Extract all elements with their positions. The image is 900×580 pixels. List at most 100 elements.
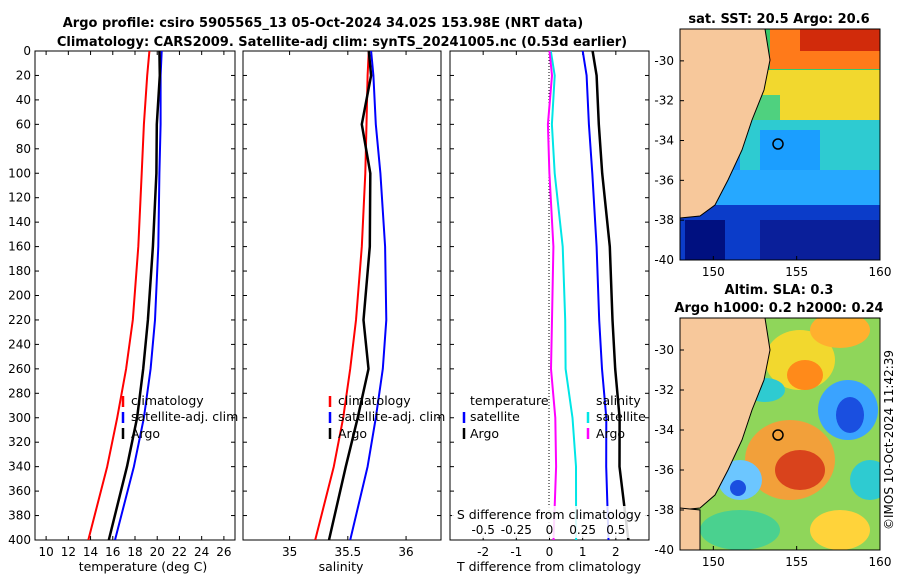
- ytick-label: 360: [8, 484, 31, 498]
- sdiff-tick-label: 0.5: [606, 523, 625, 537]
- ytick-label: 160: [8, 240, 31, 254]
- series-line-satellite-adj-clim: [349, 51, 388, 540]
- temperature-legend: climatology satellite-adj. clim Argo: [121, 393, 238, 441]
- series-line-t-argo: [591, 51, 630, 540]
- xtick-label: -2: [477, 545, 489, 559]
- series-line-argo: [107, 51, 162, 540]
- series-line-t-satellite: [581, 51, 610, 540]
- xtick-label: 18: [127, 545, 142, 559]
- sdiff-tick-label: 0.25: [569, 523, 596, 537]
- map-ytick-label: -34: [654, 423, 674, 437]
- sdiff-tick-label: 0: [546, 523, 554, 537]
- legend-argo: Argo: [131, 426, 160, 441]
- map-xtick-label: 160: [869, 555, 892, 569]
- legend-t-satellite: satellite: [470, 409, 520, 424]
- sdiff-tick-label: -0.5: [471, 523, 494, 537]
- xtick-label: 22: [172, 545, 187, 559]
- ytick-label: 280: [8, 386, 31, 400]
- map-ytick-label: -40: [654, 253, 674, 267]
- map-ytick-label: -36: [654, 173, 674, 187]
- map-ytick-label: -38: [654, 213, 674, 227]
- map-xtick-label: 150: [702, 555, 725, 569]
- xtick-label: 24: [194, 545, 209, 559]
- ytick-label: 220: [8, 313, 31, 327]
- map-ytick-label: -38: [654, 503, 674, 517]
- legend-s-argo: Argo: [596, 426, 625, 441]
- xtick-label: 20: [150, 545, 165, 559]
- ytick-label: 140: [8, 215, 31, 229]
- legend-salinity-title: salinity: [596, 393, 641, 408]
- sst-argo-marker: [772, 138, 784, 150]
- xtick-label: 0: [546, 545, 554, 559]
- temperature-panel: 0 20 40 60 80 100 120 140 160 180 200 220 240 260 280 3…: [8, 44, 238, 574]
- ytick-label: 380: [8, 509, 31, 523]
- ytick-label: 320: [8, 435, 31, 449]
- sla-map-title-2: Argo h1000: 0.2 h2000: 0.24: [674, 301, 883, 316]
- ytick-label: 300: [8, 411, 31, 425]
- xtick-label: 16: [105, 545, 120, 559]
- series-line-s-argo: [546, 51, 558, 540]
- ytick-label: 400: [8, 533, 31, 547]
- series-line-climatology: [87, 51, 151, 540]
- ytick-label: 340: [8, 460, 31, 474]
- map-xtick-label: 160: [869, 265, 892, 279]
- timestamp: ©IMOS 10-Oct-2024 11:42:39: [882, 350, 896, 530]
- ytick-label: 240: [8, 337, 31, 351]
- map-ytick-label: -30: [654, 54, 674, 68]
- ytick-label: 0: [23, 44, 31, 58]
- sst-map-title: sat. SST: 20.5 Argo: 20.6: [688, 12, 869, 27]
- legend-s-satellite: satellite: [596, 409, 646, 424]
- map-ytick-label: -40: [654, 543, 674, 557]
- ytick-label: 20: [16, 68, 31, 82]
- map-xtick-label: 155: [785, 555, 808, 569]
- series-line-satellite-adj-clim: [114, 51, 163, 540]
- ytick-label: 40: [16, 93, 31, 107]
- sst-map: 150 155 160 -30 -32 -34 -36 -38 -40: [654, 28, 892, 279]
- ytick-label: 60: [16, 117, 31, 131]
- sdiff-tick-label: -0.25: [501, 523, 532, 537]
- map-ytick-label: -32: [654, 383, 674, 397]
- series-line-argo: [327, 51, 373, 540]
- map-ytick-label: -30: [654, 343, 674, 357]
- legend-satellite: satellite-adj. clim: [131, 409, 238, 424]
- title-line-2: Climatology: CARS2009. Satellite-adj cli…: [57, 35, 627, 50]
- xtick-label: 2: [612, 545, 620, 559]
- legend-climatology: climatology: [338, 393, 411, 408]
- salinity-xlabel: salinity: [319, 559, 364, 574]
- ytick-label: 80: [16, 142, 31, 156]
- xtick-label: 35.5: [334, 545, 361, 559]
- difference-panel: -2 -1 0 1 2 T difference from climatology S …: [449, 50, 650, 574]
- ytick-label: 120: [8, 191, 31, 205]
- temperature-xlabel: temperature (deg C): [79, 559, 208, 574]
- salinity-panel: 35 35.5 36 salinity climatology satellite-…: [242, 50, 445, 574]
- ytick-label: 200: [8, 289, 31, 303]
- xtick-label: 1: [579, 545, 587, 559]
- map-ytick-label: -36: [654, 463, 674, 477]
- tdiff-xlabel: T difference from climatology: [456, 559, 642, 574]
- xtick-label: 35: [282, 545, 297, 559]
- title-line-1: Argo profile: csiro 5905565_13 05-Oct-20…: [63, 16, 584, 31]
- difference-legend: temperature satellite Argo salinity sate…: [462, 393, 646, 441]
- legend-climatology: climatology: [131, 393, 204, 408]
- sdiff-label: S difference from climatology: [457, 507, 642, 522]
- xtick-label: -1: [510, 545, 522, 559]
- ytick-label: 180: [8, 264, 31, 278]
- map-ytick-label: -34: [654, 134, 674, 148]
- ytick-label: 100: [8, 166, 31, 180]
- map-xtick-label: 155: [785, 265, 808, 279]
- salinity-legend: climatology satellite-adj. clim Argo: [328, 393, 445, 441]
- ytick-label: 260: [8, 362, 31, 376]
- sla-map-title-1: Altim. SLA: 0.3: [725, 283, 834, 298]
- legend-t-argo: Argo: [470, 426, 499, 441]
- sla-argo-marker: [772, 429, 784, 441]
- xtick-label: 10: [38, 545, 53, 559]
- legend-satellite: satellite-adj. clim: [338, 409, 445, 424]
- map-ytick-label: -32: [654, 94, 674, 108]
- xtick-label: 26: [216, 545, 231, 559]
- xtick-label: 36: [398, 545, 413, 559]
- legend-temperature-title: temperature: [470, 393, 549, 408]
- legend-argo: Argo: [338, 426, 367, 441]
- sla-map: 150 155 160 -30 -32 -34 -36 -38 -40: [654, 317, 892, 569]
- xtick-label: 14: [83, 545, 98, 559]
- series-line-s-satellite: [549, 51, 578, 540]
